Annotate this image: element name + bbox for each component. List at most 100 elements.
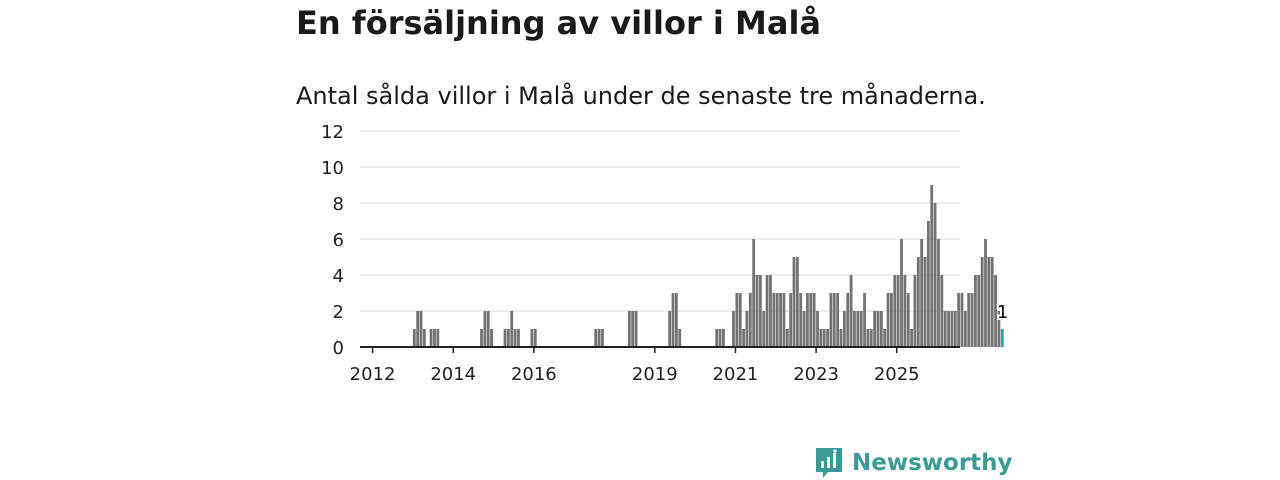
y-tick-label: 12 xyxy=(321,122,344,143)
bar xyxy=(772,293,776,347)
bar xyxy=(799,293,803,347)
bar xyxy=(412,329,416,347)
bar xyxy=(846,293,850,347)
bar xyxy=(806,293,809,347)
bar xyxy=(836,293,840,347)
bar xyxy=(933,203,937,347)
bar xyxy=(503,329,507,347)
bar xyxy=(879,311,883,347)
bar xyxy=(953,311,957,347)
bar xyxy=(422,329,426,347)
bar xyxy=(429,329,433,347)
bar xyxy=(910,329,913,347)
bar-chart: 0 2 4 6 8 10 12 2012 2014 2016 2019 2021 2023 2025 1 xyxy=(321,122,1010,385)
bar xyxy=(416,311,420,347)
chart-subtitle: Antal sålda villor i Malå under de senas… xyxy=(296,82,986,110)
bar xyxy=(634,311,638,347)
x-tick-label: 2012 xyxy=(350,364,396,385)
chart-title: En försäljning av villor i Malå xyxy=(296,4,821,42)
bar xyxy=(597,329,601,347)
x-tick-label: 2021 xyxy=(713,364,759,385)
bar xyxy=(533,329,537,347)
bar xyxy=(419,311,423,347)
bar xyxy=(809,293,813,347)
bar xyxy=(769,275,772,347)
bar xyxy=(671,293,675,347)
bar xyxy=(510,311,514,347)
bar xyxy=(967,293,971,347)
bar xyxy=(853,311,856,347)
bar xyxy=(886,293,890,347)
bar xyxy=(775,293,779,347)
bar xyxy=(483,311,487,347)
bar xyxy=(849,275,853,347)
bar xyxy=(715,329,719,347)
bar xyxy=(785,329,789,347)
bar xyxy=(745,311,749,347)
bar xyxy=(913,275,917,347)
bar xyxy=(926,221,930,347)
bar xyxy=(903,275,907,347)
bar xyxy=(782,293,786,347)
bar xyxy=(674,293,678,347)
bar xyxy=(802,311,806,347)
newsworthy-logo: Newsworthy xyxy=(814,446,1013,480)
bar xyxy=(819,329,823,347)
bar xyxy=(839,329,843,347)
y-tick-label: 4 xyxy=(333,266,344,287)
bar xyxy=(779,293,782,347)
bar xyxy=(718,329,722,347)
bar xyxy=(987,257,991,347)
bar xyxy=(795,257,799,347)
bar xyxy=(842,311,846,347)
bar xyxy=(923,257,927,347)
bar xyxy=(977,275,981,347)
bar xyxy=(732,311,735,347)
bar xyxy=(792,257,796,347)
y-tick-label: 10 xyxy=(321,158,344,179)
bar xyxy=(832,293,836,347)
bar xyxy=(530,329,534,347)
bar xyxy=(433,329,436,347)
bar xyxy=(822,329,826,347)
bar xyxy=(490,329,493,347)
bar xyxy=(436,329,440,347)
bar xyxy=(829,293,833,347)
bar xyxy=(906,293,910,347)
bar xyxy=(738,293,742,347)
bar xyxy=(994,275,997,347)
bar xyxy=(826,329,829,347)
bar xyxy=(601,329,604,347)
bar xyxy=(762,311,766,347)
bar xyxy=(890,293,893,347)
bar xyxy=(963,311,967,347)
bar xyxy=(486,311,490,347)
bar xyxy=(943,311,947,347)
bar xyxy=(752,239,756,347)
bar xyxy=(960,293,964,347)
bar xyxy=(722,329,725,347)
bar xyxy=(869,329,873,347)
newsworthy-logo-icon xyxy=(816,448,842,478)
bar xyxy=(863,293,866,347)
bar xyxy=(974,275,977,347)
bar xyxy=(513,329,517,347)
bar xyxy=(893,275,897,347)
x-tick-label: 2019 xyxy=(632,364,678,385)
bar xyxy=(970,293,974,347)
bar xyxy=(883,329,887,347)
bar xyxy=(506,329,510,347)
bar xyxy=(916,257,920,347)
bar xyxy=(856,311,860,347)
bar xyxy=(758,275,762,347)
bar xyxy=(765,275,769,347)
x-tick-label: 2023 xyxy=(793,364,839,385)
bar xyxy=(594,329,598,347)
bar xyxy=(896,275,900,347)
highlight-value-label: 1 xyxy=(997,302,1008,323)
bar xyxy=(866,329,870,347)
x-tick-label: 2025 xyxy=(874,364,920,385)
bar xyxy=(990,257,994,347)
highlight-bar xyxy=(1000,329,1004,347)
bar xyxy=(748,293,752,347)
